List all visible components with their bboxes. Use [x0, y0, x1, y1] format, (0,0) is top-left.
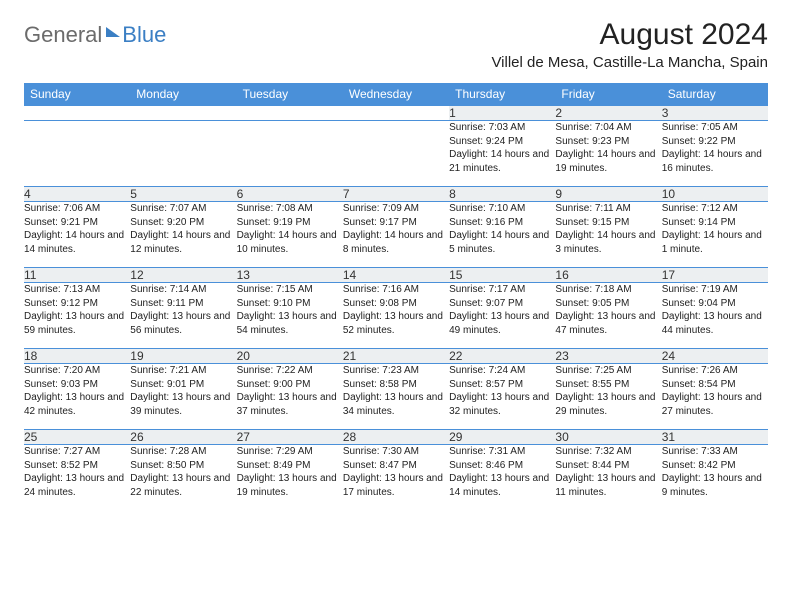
day-detail-cell: Sunrise: 7:14 AMSunset: 9:11 PMDaylight:… [130, 283, 236, 349]
day-number-cell: 11 [24, 268, 130, 283]
day-detail-cell: Sunrise: 7:29 AMSunset: 8:49 PMDaylight:… [237, 445, 343, 511]
day-number-cell: 13 [237, 268, 343, 283]
day-number-cell: 10 [662, 187, 768, 202]
day-header: Sunday [24, 83, 130, 106]
day-detail-cell: Sunrise: 7:31 AMSunset: 8:46 PMDaylight:… [449, 445, 555, 511]
day-number-cell: 26 [130, 430, 236, 445]
day-detail-cell: Sunrise: 7:18 AMSunset: 9:05 PMDaylight:… [555, 283, 661, 349]
day-detail-cell: Sunrise: 7:17 AMSunset: 9:07 PMDaylight:… [449, 283, 555, 349]
day-number-cell [130, 106, 236, 121]
day-header: Saturday [662, 83, 768, 106]
day-detail-row: Sunrise: 7:03 AMSunset: 9:24 PMDaylight:… [24, 121, 768, 187]
day-number-cell: 4 [24, 187, 130, 202]
day-detail-cell: Sunrise: 7:10 AMSunset: 9:16 PMDaylight:… [449, 202, 555, 268]
day-number-row: 45678910 [24, 187, 768, 202]
day-detail-cell: Sunrise: 7:15 AMSunset: 9:10 PMDaylight:… [237, 283, 343, 349]
day-number-cell: 14 [343, 268, 449, 283]
day-detail-cell: Sunrise: 7:20 AMSunset: 9:03 PMDaylight:… [24, 364, 130, 430]
day-number-cell: 25 [24, 430, 130, 445]
day-detail-cell: Sunrise: 7:21 AMSunset: 9:01 PMDaylight:… [130, 364, 236, 430]
day-number-cell: 29 [449, 430, 555, 445]
day-detail-cell: Sunrise: 7:13 AMSunset: 9:12 PMDaylight:… [24, 283, 130, 349]
day-detail-cell: Sunrise: 7:05 AMSunset: 9:22 PMDaylight:… [662, 121, 768, 187]
day-number-cell: 27 [237, 430, 343, 445]
day-header: Tuesday [237, 83, 343, 106]
day-number-cell: 20 [237, 349, 343, 364]
day-number-cell: 2 [555, 106, 661, 121]
day-number-cell: 9 [555, 187, 661, 202]
day-detail-row: Sunrise: 7:06 AMSunset: 9:21 PMDaylight:… [24, 202, 768, 268]
day-detail-cell: Sunrise: 7:24 AMSunset: 8:57 PMDaylight:… [449, 364, 555, 430]
day-detail-cell: Sunrise: 7:22 AMSunset: 9:00 PMDaylight:… [237, 364, 343, 430]
day-detail-cell: Sunrise: 7:07 AMSunset: 9:20 PMDaylight:… [130, 202, 236, 268]
day-number-cell: 23 [555, 349, 661, 364]
day-number-cell: 21 [343, 349, 449, 364]
day-header: Thursday [449, 83, 555, 106]
day-detail-cell: Sunrise: 7:28 AMSunset: 8:50 PMDaylight:… [130, 445, 236, 511]
day-number-cell: 7 [343, 187, 449, 202]
day-detail-cell: Sunrise: 7:33 AMSunset: 8:42 PMDaylight:… [662, 445, 768, 511]
header: General Blue August 2024 Villel de Mesa,… [24, 18, 768, 71]
day-detail-cell: Sunrise: 7:26 AMSunset: 8:54 PMDaylight:… [662, 364, 768, 430]
day-number-cell: 18 [24, 349, 130, 364]
day-number-row: 18192021222324 [24, 349, 768, 364]
day-number-row: 123 [24, 106, 768, 121]
day-number-cell: 15 [449, 268, 555, 283]
day-detail-cell [24, 121, 130, 187]
day-detail-cell: Sunrise: 7:08 AMSunset: 9:19 PMDaylight:… [237, 202, 343, 268]
day-number-cell: 24 [662, 349, 768, 364]
day-detail-row: Sunrise: 7:20 AMSunset: 9:03 PMDaylight:… [24, 364, 768, 430]
logo-triangle-icon [106, 27, 120, 37]
day-detail-cell: Sunrise: 7:19 AMSunset: 9:04 PMDaylight:… [662, 283, 768, 349]
day-detail-cell: Sunrise: 7:30 AMSunset: 8:47 PMDaylight:… [343, 445, 449, 511]
day-header: Wednesday [343, 83, 449, 106]
day-detail-cell: Sunrise: 7:06 AMSunset: 9:21 PMDaylight:… [24, 202, 130, 268]
day-detail-cell [237, 121, 343, 187]
logo-text-general: General [24, 22, 102, 48]
day-number-cell: 19 [130, 349, 236, 364]
day-detail-cell: Sunrise: 7:25 AMSunset: 8:55 PMDaylight:… [555, 364, 661, 430]
location: Villel de Mesa, Castille-La Mancha, Spai… [491, 54, 768, 71]
day-number-cell [343, 106, 449, 121]
day-header: Friday [555, 83, 661, 106]
day-detail-cell: Sunrise: 7:27 AMSunset: 8:52 PMDaylight:… [24, 445, 130, 511]
day-number-cell: 1 [449, 106, 555, 121]
day-number-cell: 28 [343, 430, 449, 445]
day-number-cell: 12 [130, 268, 236, 283]
day-number-cell: 16 [555, 268, 661, 283]
day-number-cell [237, 106, 343, 121]
day-number-row: 11121314151617 [24, 268, 768, 283]
day-detail-row: Sunrise: 7:13 AMSunset: 9:12 PMDaylight:… [24, 283, 768, 349]
month-title: August 2024 [491, 18, 768, 52]
day-detail-cell [343, 121, 449, 187]
calendar-table: Sunday Monday Tuesday Wednesday Thursday… [24, 83, 768, 511]
day-detail-cell: Sunrise: 7:16 AMSunset: 9:08 PMDaylight:… [343, 283, 449, 349]
logo-text-blue: Blue [122, 22, 166, 48]
day-detail-cell: Sunrise: 7:32 AMSunset: 8:44 PMDaylight:… [555, 445, 661, 511]
title-block: August 2024 Villel de Mesa, Castille-La … [491, 18, 768, 71]
day-detail-cell [130, 121, 236, 187]
day-detail-cell: Sunrise: 7:11 AMSunset: 9:15 PMDaylight:… [555, 202, 661, 268]
day-header: Monday [130, 83, 236, 106]
day-number-cell: 31 [662, 430, 768, 445]
day-detail-row: Sunrise: 7:27 AMSunset: 8:52 PMDaylight:… [24, 445, 768, 511]
day-header-row: Sunday Monday Tuesday Wednesday Thursday… [24, 83, 768, 106]
day-number-cell: 30 [555, 430, 661, 445]
day-detail-cell: Sunrise: 7:23 AMSunset: 8:58 PMDaylight:… [343, 364, 449, 430]
day-number-cell: 17 [662, 268, 768, 283]
day-detail-cell: Sunrise: 7:12 AMSunset: 9:14 PMDaylight:… [662, 202, 768, 268]
day-number-cell: 3 [662, 106, 768, 121]
day-number-cell: 6 [237, 187, 343, 202]
day-detail-cell: Sunrise: 7:03 AMSunset: 9:24 PMDaylight:… [449, 121, 555, 187]
day-number-cell: 22 [449, 349, 555, 364]
day-detail-cell: Sunrise: 7:09 AMSunset: 9:17 PMDaylight:… [343, 202, 449, 268]
day-detail-cell: Sunrise: 7:04 AMSunset: 9:23 PMDaylight:… [555, 121, 661, 187]
logo: General Blue [24, 22, 166, 48]
day-number-row: 25262728293031 [24, 430, 768, 445]
day-number-cell [24, 106, 130, 121]
day-number-cell: 8 [449, 187, 555, 202]
day-number-cell: 5 [130, 187, 236, 202]
